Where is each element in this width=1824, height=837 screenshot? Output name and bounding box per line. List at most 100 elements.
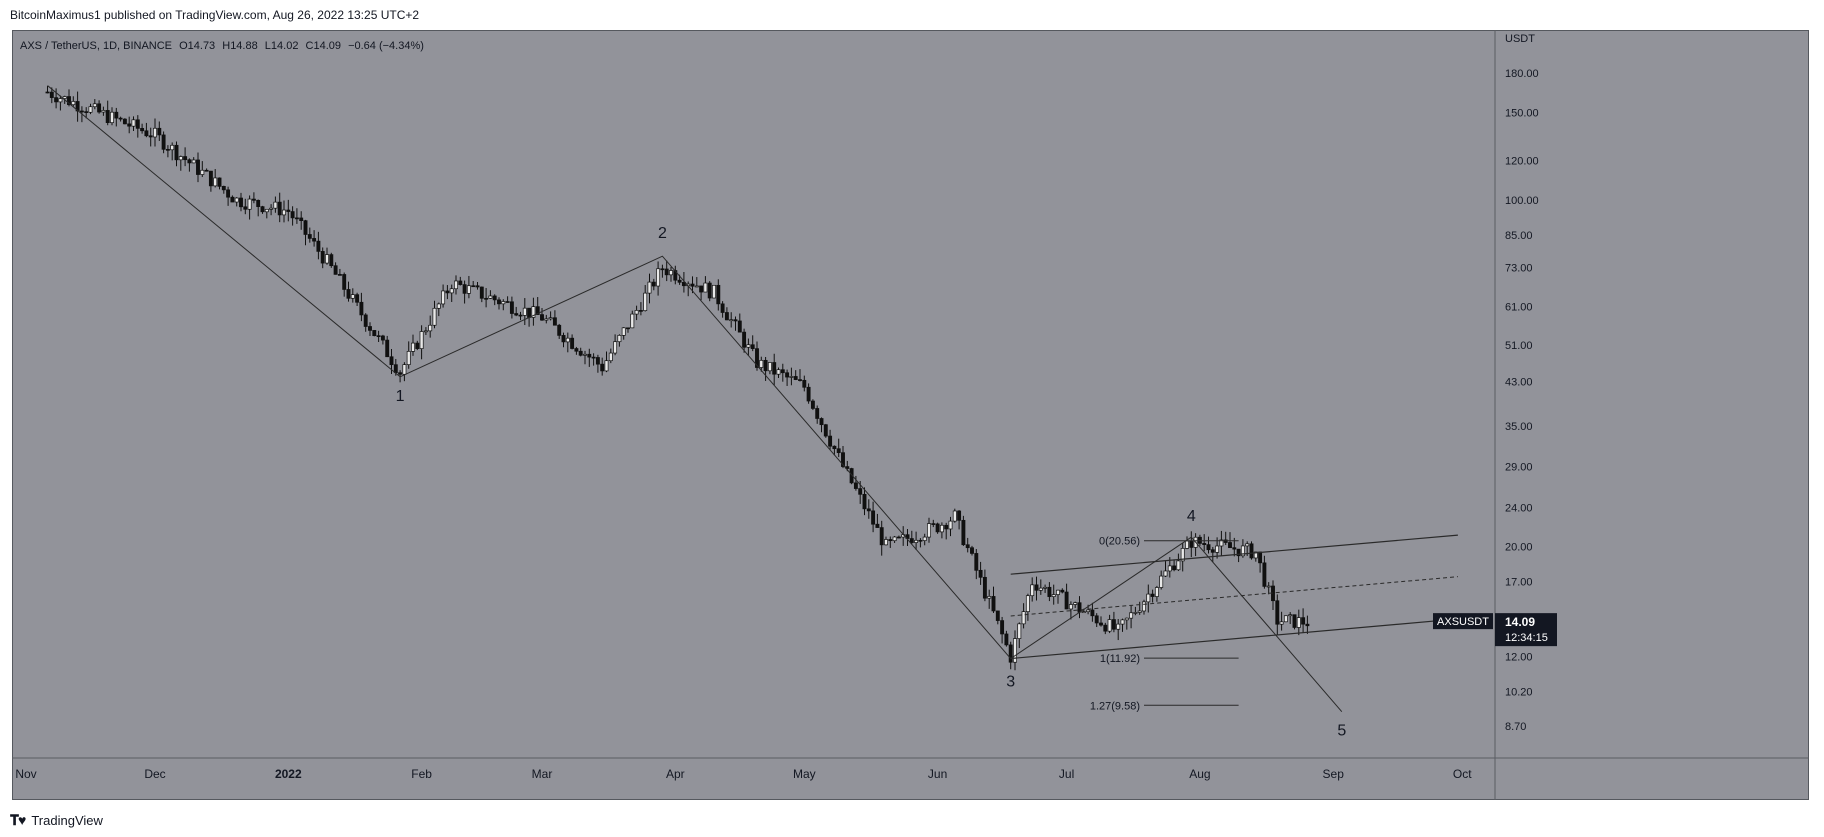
candle — [58, 95, 63, 111]
candle — [140, 123, 145, 134]
candle — [789, 367, 794, 386]
candle — [849, 467, 854, 485]
candle — [251, 192, 256, 204]
candle — [350, 288, 355, 303]
candle — [957, 510, 962, 530]
ohlc-change: −0.64 (−4.34%) — [348, 40, 424, 52]
y-tick-label: 120.00 — [1505, 156, 1539, 168]
candle — [939, 522, 944, 539]
candle — [1206, 536, 1211, 554]
candle — [965, 537, 970, 553]
wave-label-1: 1 — [396, 388, 405, 405]
candle — [484, 288, 489, 308]
candle — [1038, 579, 1043, 595]
candle — [325, 247, 329, 265]
candle — [888, 536, 893, 548]
candle — [1249, 541, 1254, 560]
fib-level-label: 1.27(9.58) — [1090, 700, 1140, 712]
candle — [466, 275, 471, 299]
elliott-wave-line[interactable] — [47, 85, 1343, 712]
channel-support-line[interactable] — [1010, 618, 1458, 660]
author-name[interactable]: BitcoinMaximus1 — [10, 8, 101, 22]
axis-unit-label: USDT — [1505, 33, 1535, 45]
candle — [909, 530, 914, 545]
candle — [1077, 596, 1082, 619]
candle — [1133, 606, 1138, 616]
candle — [122, 118, 127, 125]
candle — [97, 100, 102, 114]
candle — [1073, 601, 1078, 608]
candle — [952, 508, 957, 523]
candle — [135, 115, 140, 138]
candle — [1253, 551, 1258, 562]
candle — [127, 116, 132, 134]
candle — [458, 276, 463, 286]
candle — [1189, 531, 1194, 558]
candle — [226, 186, 231, 206]
candle — [595, 354, 600, 373]
symbol-title[interactable]: AXS / TetherUS, 1D, BINANCE — [20, 40, 173, 52]
y-tick-label: 180.00 — [1505, 68, 1539, 80]
candle — [191, 157, 196, 164]
candle — [823, 423, 828, 438]
candle — [660, 264, 665, 278]
x-tick-label: Feb — [411, 767, 432, 781]
candle — [105, 100, 110, 126]
candle — [604, 351, 609, 373]
y-tick-label: 43.00 — [1505, 377, 1533, 389]
candle — [1283, 615, 1288, 623]
candle — [256, 199, 261, 217]
candle — [479, 286, 484, 303]
candle — [1099, 616, 1103, 627]
y-tick-label: 10.20 — [1505, 687, 1533, 699]
candle — [277, 192, 282, 223]
candle — [509, 296, 514, 319]
candle — [535, 297, 540, 315]
candle — [694, 277, 699, 288]
fib-level-label: 1(11.92) — [1100, 653, 1140, 665]
candle — [71, 96, 76, 107]
tradingview-logo[interactable]: 𝐓♥ TradingView — [10, 812, 103, 829]
candle — [419, 325, 424, 360]
channel-resistance-line[interactable] — [1010, 534, 1458, 575]
candle — [1094, 613, 1099, 628]
candle — [1228, 532, 1232, 549]
candle — [974, 549, 979, 580]
candle — [591, 353, 596, 366]
candle — [583, 350, 587, 365]
price-chart[interactable]: USDT180.00150.00120.00100.0085.0073.0061… — [12, 30, 1809, 800]
ohlc-open: O14.73 — [179, 40, 216, 52]
y-tick-label: 29.00 — [1505, 462, 1533, 474]
candle — [342, 272, 347, 297]
candle — [1004, 630, 1009, 647]
x-tick-label: Nov — [15, 767, 36, 781]
candle — [282, 200, 286, 223]
candle — [346, 281, 351, 302]
candle — [110, 107, 114, 126]
candle — [359, 292, 364, 322]
candle — [763, 357, 768, 381]
candle — [896, 535, 901, 539]
candle — [441, 284, 446, 308]
candle — [995, 610, 1000, 625]
candle — [316, 231, 321, 260]
wave-label-4: 4 — [1187, 508, 1196, 525]
candle — [750, 335, 755, 352]
candle — [1219, 530, 1224, 556]
candle — [802, 375, 807, 392]
candle — [174, 141, 179, 167]
candle — [307, 227, 312, 243]
candle — [1193, 533, 1198, 557]
candle — [92, 99, 97, 110]
candle — [540, 308, 544, 321]
candle — [454, 275, 458, 295]
candle — [449, 284, 454, 302]
candle — [1150, 589, 1155, 603]
candle — [1107, 614, 1112, 634]
channel-midline[interactable] — [1010, 576, 1458, 617]
candle — [385, 335, 390, 358]
candle — [1305, 615, 1310, 634]
candle — [1017, 622, 1022, 649]
candle — [1111, 611, 1116, 633]
candle — [204, 168, 209, 172]
